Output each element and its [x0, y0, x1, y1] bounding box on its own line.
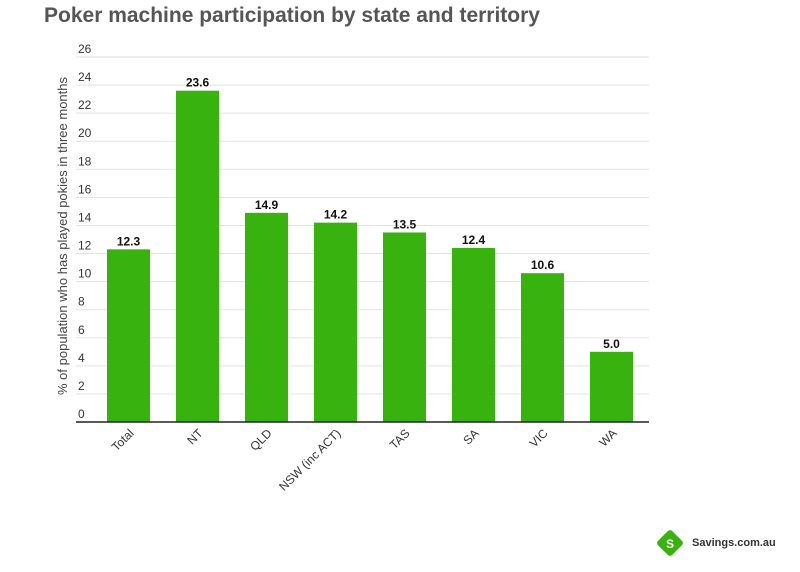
- x-category-label: Total: [109, 426, 137, 454]
- x-category-label: VIC: [527, 426, 551, 450]
- y-tick-label: 10: [78, 267, 92, 281]
- data-label: 10.6: [531, 258, 555, 272]
- data-label: 14.9: [255, 198, 279, 212]
- data-label: 14.2: [324, 208, 348, 222]
- y-axis-label: % of population who has played pokies in…: [55, 77, 70, 395]
- bars: [107, 90, 633, 422]
- brand-name: Savings.com.au: [692, 537, 776, 549]
- bar: [176, 90, 219, 422]
- bar: [521, 273, 564, 422]
- y-tick-label: 14: [78, 210, 92, 224]
- y-tick-label: 0: [78, 407, 85, 421]
- y-tick-label: 20: [78, 126, 92, 140]
- y-tick-label: 6: [78, 323, 85, 337]
- chart-title: Poker machine participation by state and…: [44, 4, 540, 27]
- data-label: 12.3: [117, 234, 141, 248]
- x-axis-categories: Total NT QLD NSW (inc ACT) TAS SA VIC WA: [109, 426, 620, 494]
- x-category-label: NT: [184, 426, 206, 448]
- x-category-label: SA: [460, 426, 481, 447]
- x-category-label: NSW (inc ACT): [276, 426, 343, 493]
- bar: [314, 222, 357, 422]
- y-tick-label: 18: [78, 154, 92, 168]
- x-category-label: WA: [596, 426, 619, 449]
- bar: [383, 232, 426, 422]
- y-tick-label: 22: [78, 98, 92, 112]
- bar: [245, 212, 288, 422]
- savings-logo-icon: S: [657, 530, 683, 556]
- y-tick-label: 12: [78, 239, 92, 253]
- y-tick-label: 2: [78, 379, 85, 393]
- data-label: 5.0: [603, 337, 620, 351]
- bar: [107, 249, 150, 422]
- bar: [452, 247, 495, 422]
- y-tick-label: 8: [78, 295, 85, 309]
- y-tick-label: 4: [78, 351, 85, 365]
- data-labels: 12.3 23.6 14.9 14.2 13.5 12.4 10.6 5.0: [117, 76, 620, 351]
- data-label: 13.5: [393, 217, 417, 231]
- y-tick-label: 24: [78, 70, 92, 84]
- logo-letter: S: [666, 537, 674, 551]
- x-category-label: TAS: [387, 426, 413, 452]
- y-tick-label: 16: [78, 182, 92, 196]
- data-label: 12.4: [462, 233, 486, 247]
- x-category-label: QLD: [247, 426, 275, 454]
- y-tick-label: 26: [78, 42, 92, 56]
- brand-logo: S Savings.com.au: [656, 529, 776, 557]
- bar: [590, 351, 633, 422]
- data-label: 23.6: [186, 76, 210, 90]
